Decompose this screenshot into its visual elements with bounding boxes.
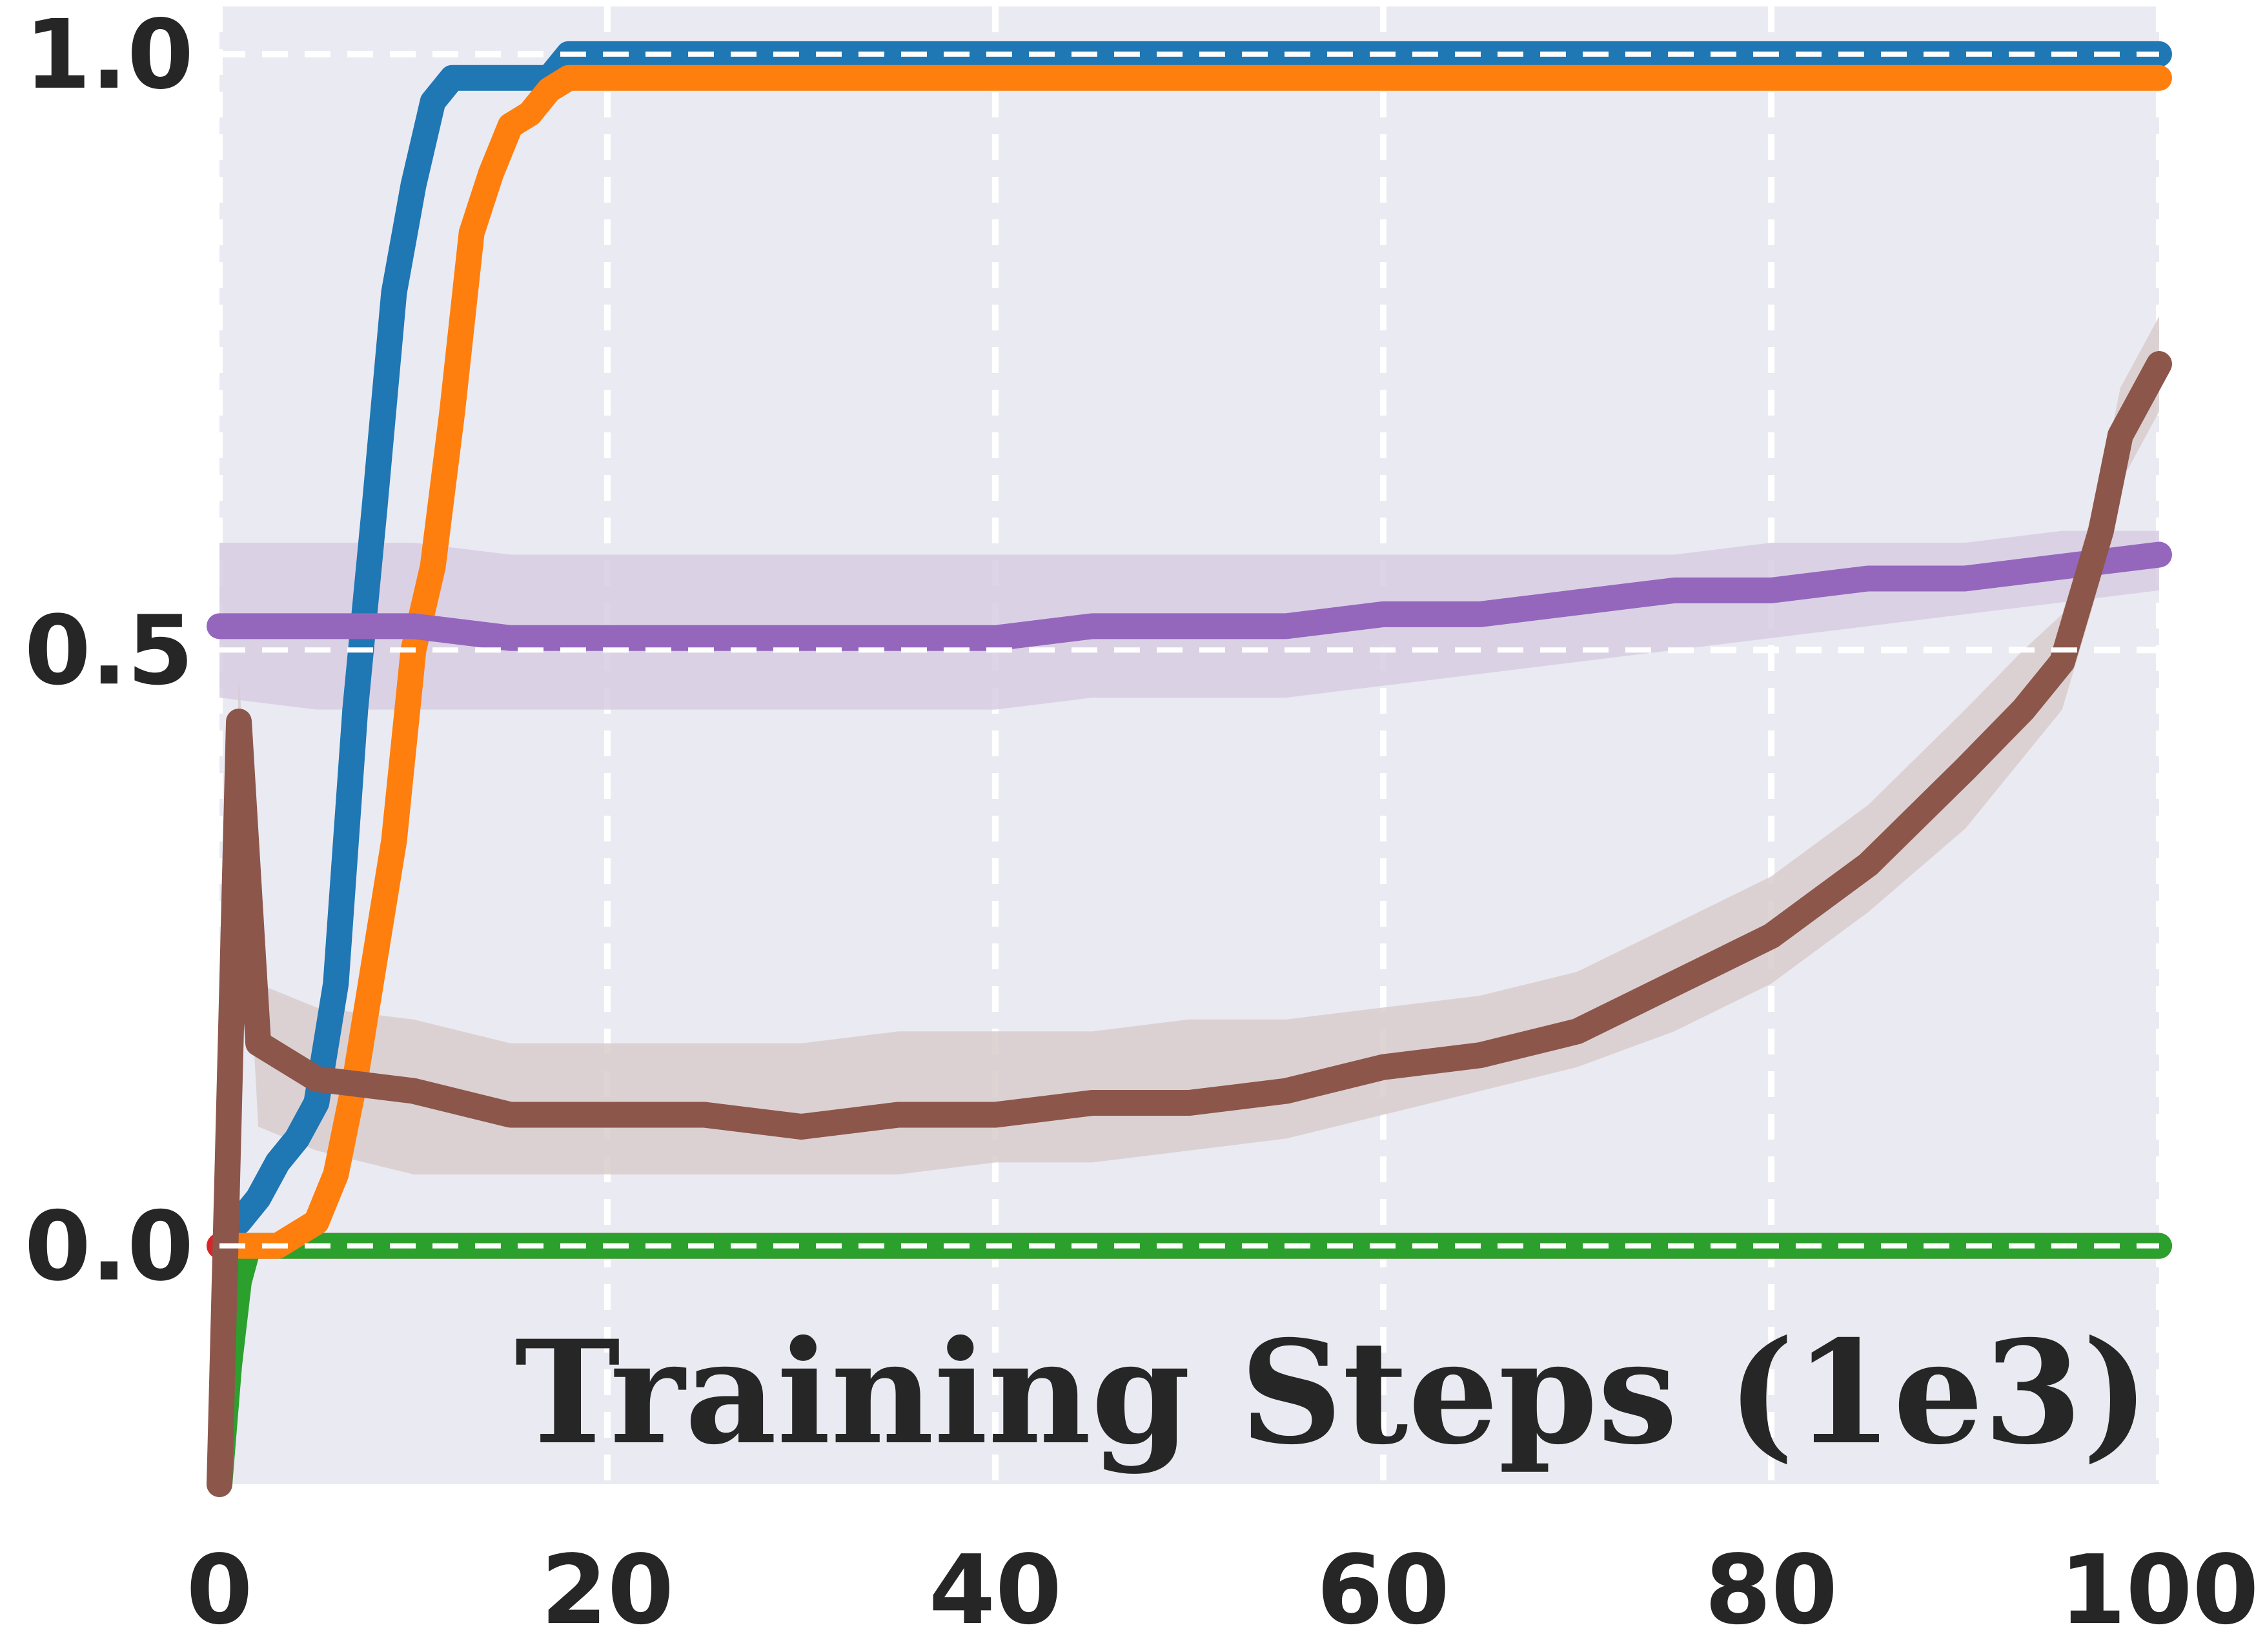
x-tick-label: 40 [929,1535,1062,1646]
y-tick-label: 1.0 [25,0,194,110]
x-axis-title: Training Steps (1e3) [514,1309,2149,1476]
confidence-band [219,316,2159,1485]
x-tick-label: 20 [541,1535,674,1646]
x-tick-labels: 0 20 40 60 80 100 [187,1535,2259,1646]
series-line [226,65,2172,1259]
series-lines [207,41,2172,1497]
series-line [207,351,2172,1497]
x-tick-label: 60 [1317,1535,1450,1646]
x-tick-label: 0 [187,1535,253,1646]
y-tick-label: 0.0 [25,1191,194,1302]
series-line [207,541,2172,651]
x-tick-label: 80 [1705,1535,1838,1646]
plot-background [219,6,2159,1484]
series-line [226,41,2172,1235]
x-tick-label: 100 [2060,1535,2259,1646]
y-tick-labels: 0.0 0.5 1.0 [25,0,194,1302]
y-tick-label: 0.5 [25,595,194,706]
